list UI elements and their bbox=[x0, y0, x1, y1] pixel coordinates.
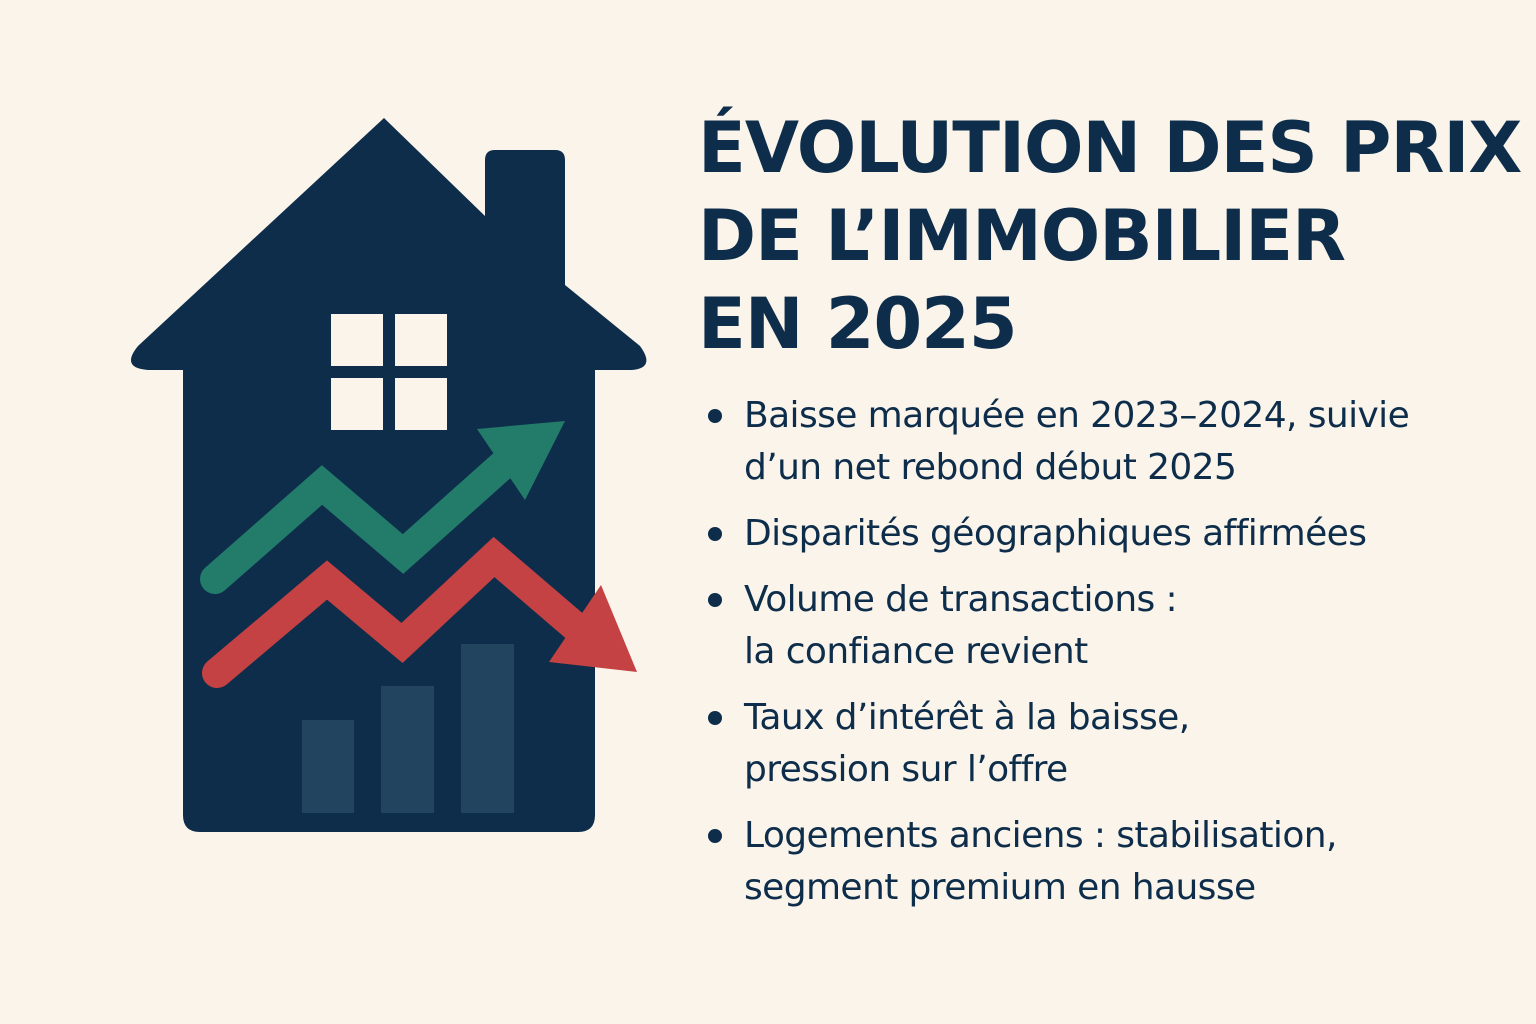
title-line-1: ÉVOLUTION DES PRIX bbox=[698, 107, 1522, 189]
bar-1 bbox=[302, 720, 354, 813]
list-item: Logements anciens : stabilisation, segme… bbox=[704, 810, 1504, 914]
page-title: ÉVOLUTION DES PRIX DE L’IMMOBILIER EN 20… bbox=[698, 104, 1522, 368]
list-item: Baisse marquée en 2023–2024, suivie d’un… bbox=[704, 390, 1504, 494]
bar-2 bbox=[381, 686, 434, 813]
bullet-dot-icon bbox=[708, 711, 722, 725]
list-item: Volume de transactions : la confiance re… bbox=[704, 574, 1504, 678]
list-item-text: pression sur l’offre bbox=[744, 749, 1068, 790]
list-item-text: Disparités géographiques affirmées bbox=[744, 513, 1367, 554]
list-item-text: Logements anciens : stabilisation, bbox=[744, 815, 1337, 856]
bullet-dot-icon bbox=[708, 409, 722, 423]
bullet-dot-icon bbox=[708, 829, 722, 843]
list-item-text: Baisse marquée en 2023–2024, suivie bbox=[744, 395, 1410, 436]
house-illustration bbox=[130, 118, 647, 832]
trend-up-arrow-icon bbox=[200, 421, 565, 594]
list-item-text: Taux d’intérêt à la baisse, bbox=[744, 697, 1190, 738]
key-points-list: Baisse marquée en 2023–2024, suivie d’un… bbox=[704, 390, 1504, 928]
bar-chart-icon bbox=[302, 644, 514, 813]
title-line-3: EN 2025 bbox=[698, 283, 1018, 365]
bullet-dot-icon bbox=[708, 527, 722, 541]
title-line-2: DE L’IMMOBILIER bbox=[698, 195, 1346, 277]
list-item-text: segment premium en hausse bbox=[744, 867, 1256, 908]
list-item: Disparités géographiques affirmées bbox=[704, 508, 1504, 560]
list-item-text: Volume de transactions : bbox=[744, 579, 1178, 620]
trend-down-arrow-icon bbox=[202, 536, 637, 688]
window-icon bbox=[331, 314, 447, 430]
bullet-dot-icon bbox=[708, 593, 722, 607]
list-item-text: d’un net rebond début 2025 bbox=[744, 447, 1237, 488]
list-item-text: la confiance revient bbox=[744, 631, 1088, 672]
list-item: Taux d’intérêt à la baisse, pression sur… bbox=[704, 692, 1504, 796]
bar-3 bbox=[461, 644, 514, 813]
